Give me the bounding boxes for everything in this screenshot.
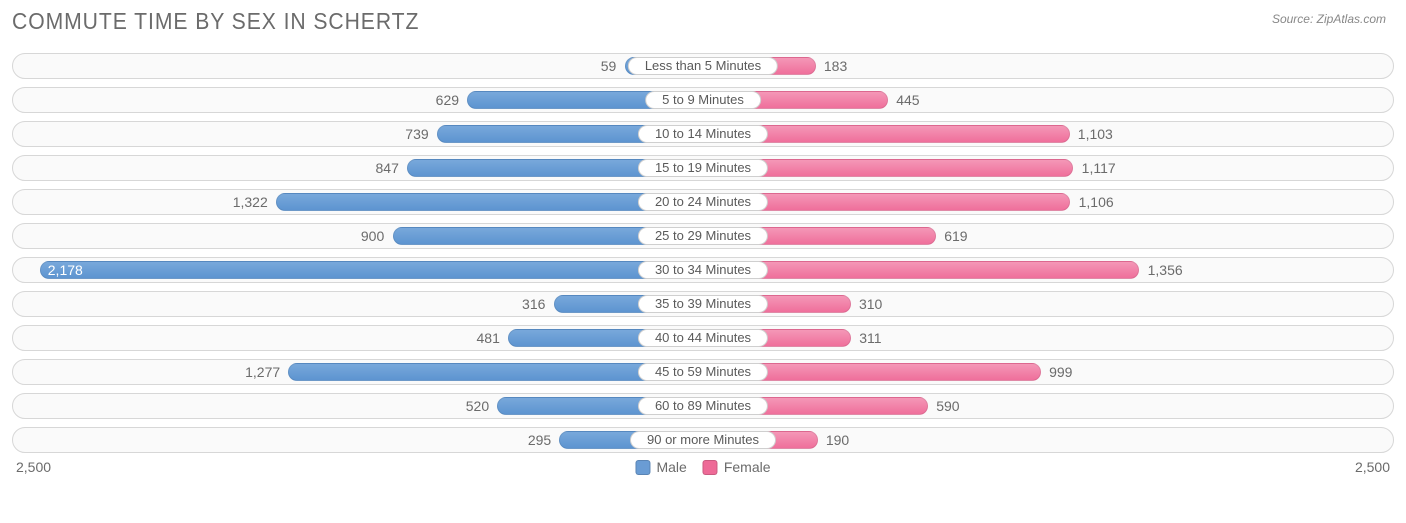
legend: Male Female xyxy=(635,459,770,475)
male-value: 1,322 xyxy=(233,190,268,214)
left-half: 900 xyxy=(13,224,703,248)
male-bar xyxy=(40,261,703,279)
female-value: 619 xyxy=(944,224,967,248)
chart-row: 295 190 90 or more Minutes xyxy=(12,427,1394,453)
male-value: 847 xyxy=(376,156,399,180)
left-half: 520 xyxy=(13,394,703,418)
left-half: 59 xyxy=(13,54,703,78)
chart-row: 520 590 60 to 89 Minutes xyxy=(12,393,1394,419)
category-label: 15 to 19 Minutes xyxy=(638,159,768,177)
chart-row: 847 1,117 15 to 19 Minutes xyxy=(12,155,1394,181)
right-half: 1,117 xyxy=(703,156,1393,180)
chart-row: 316 310 35 to 39 Minutes xyxy=(12,291,1394,317)
right-half: 619 xyxy=(703,224,1393,248)
female-value: 445 xyxy=(896,88,919,112)
axis-left-max: 2,500 xyxy=(16,459,51,475)
legend-female-label: Female xyxy=(724,459,771,475)
left-half: 847 xyxy=(13,156,703,180)
swatch-male-icon xyxy=(635,460,650,475)
left-half: 295 xyxy=(13,428,703,452)
chart-row: 2,178 1,356 30 to 34 Minutes xyxy=(12,257,1394,283)
female-value: 310 xyxy=(859,292,882,316)
male-value: 520 xyxy=(466,394,489,418)
left-half: 629 xyxy=(13,88,703,112)
category-label: 10 to 14 Minutes xyxy=(638,125,768,143)
female-value: 590 xyxy=(936,394,959,418)
category-label: Less than 5 Minutes xyxy=(628,57,778,75)
source-attribution: Source: ZipAtlas.com xyxy=(1272,12,1386,26)
male-value: 59 xyxy=(601,54,617,78)
left-half: 1,322 xyxy=(13,190,703,214)
male-value: 2,178 xyxy=(40,258,83,282)
chart-row: 900 619 25 to 29 Minutes xyxy=(12,223,1394,249)
female-value: 190 xyxy=(826,428,849,452)
diverging-bar-chart: 59 183 Less than 5 Minutes 629 445 5 to 9 Min… xyxy=(0,39,1406,453)
female-value: 1,356 xyxy=(1148,258,1183,282)
axis-row: 2,500 Male Female 2,500 xyxy=(0,459,1406,475)
category-label: 30 to 34 Minutes xyxy=(638,261,768,279)
right-half: 1,106 xyxy=(703,190,1393,214)
chart-title: COMMUTE TIME BY SEX IN SCHERTZ xyxy=(12,8,419,35)
male-value: 629 xyxy=(436,88,459,112)
male-value: 739 xyxy=(405,122,428,146)
right-half: 183 xyxy=(703,54,1393,78)
female-value: 183 xyxy=(824,54,847,78)
chart-row: 481 311 40 to 44 Minutes xyxy=(12,325,1394,351)
female-value: 1,106 xyxy=(1079,190,1114,214)
axis-right-max: 2,500 xyxy=(1355,459,1390,475)
chart-row: 629 445 5 to 9 Minutes xyxy=(12,87,1394,113)
right-half: 1,103 xyxy=(703,122,1393,146)
chart-row: 1,277 999 45 to 59 Minutes xyxy=(12,359,1394,385)
male-value: 295 xyxy=(528,428,551,452)
female-bar xyxy=(703,261,1139,279)
female-value: 1,103 xyxy=(1078,122,1113,146)
female-value: 1,117 xyxy=(1082,156,1116,180)
legend-male: Male xyxy=(635,459,686,475)
chart-row: 1,322 1,106 20 to 24 Minutes xyxy=(12,189,1394,215)
left-half: 739 xyxy=(13,122,703,146)
right-half: 999 xyxy=(703,360,1393,384)
right-half: 1,356 xyxy=(703,258,1393,282)
category-label: 25 to 29 Minutes xyxy=(638,227,768,245)
legend-female: Female xyxy=(703,459,771,475)
left-half: 481 xyxy=(13,326,703,350)
right-half: 590 xyxy=(703,394,1393,418)
male-value: 1,277 xyxy=(245,360,280,384)
category-label: 35 to 39 Minutes xyxy=(638,295,768,313)
category-label: 5 to 9 Minutes xyxy=(645,91,761,109)
right-half: 445 xyxy=(703,88,1393,112)
swatch-female-icon xyxy=(703,460,718,475)
male-value: 900 xyxy=(361,224,384,248)
chart-row: 739 1,103 10 to 14 Minutes xyxy=(12,121,1394,147)
right-half: 310 xyxy=(703,292,1393,316)
chart-row: 59 183 Less than 5 Minutes xyxy=(12,53,1394,79)
category-label: 60 to 89 Minutes xyxy=(638,397,768,415)
right-half: 311 xyxy=(703,326,1393,350)
category-label: 20 to 24 Minutes xyxy=(638,193,768,211)
right-half: 190 xyxy=(703,428,1393,452)
left-half: 1,277 xyxy=(13,360,703,384)
female-value: 999 xyxy=(1049,360,1072,384)
legend-male-label: Male xyxy=(656,459,686,475)
category-label: 90 or more Minutes xyxy=(630,431,776,449)
header: COMMUTE TIME BY SEX IN SCHERTZ Source: Z… xyxy=(0,0,1406,39)
male-value: 481 xyxy=(477,326,500,350)
category-label: 45 to 59 Minutes xyxy=(638,363,768,381)
left-half: 316 xyxy=(13,292,703,316)
category-label: 40 to 44 Minutes xyxy=(638,329,768,347)
left-half: 2,178 xyxy=(13,258,703,282)
female-value: 311 xyxy=(859,326,881,350)
male-value: 316 xyxy=(522,292,545,316)
